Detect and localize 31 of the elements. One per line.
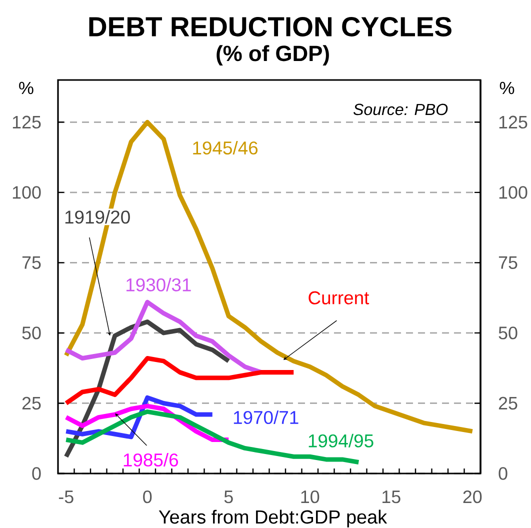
y2-tick-label: 50 — [498, 326, 518, 340]
y-tick-label: 50 — [22, 326, 41, 340]
annotation: Source: PBO — [353, 104, 448, 116]
y-tick-label: 25 — [22, 396, 41, 410]
series-label: 1970/71 — [234, 410, 298, 424]
text: Current — [308, 291, 370, 304]
text: 1919/20 — [65, 210, 130, 224]
y2-tick-label: 125 — [499, 116, 528, 128]
series-label: 1985/6 — [124, 452, 178, 467]
x-tick-label: 15 — [382, 490, 400, 504]
series-label: 1930/31 — [126, 278, 191, 292]
series-label: 1945/46 — [193, 140, 258, 155]
x-tick-label: 20 — [463, 490, 482, 504]
y-tick-label: 125 — [12, 116, 41, 129]
y-tick-label: 100 — [12, 186, 41, 199]
y2-tick-label: 0 — [498, 467, 508, 480]
chart-title: DEBT REDUCTION CYCLES — [89, 16, 452, 36]
x-tick-label: 5 — [224, 490, 233, 504]
x-tick-label: 10 — [301, 490, 320, 504]
y-tick-label: 0 — [32, 467, 41, 480]
y2-tick-label: 75 — [498, 256, 518, 269]
chart-subtitle: (% of GDP) — [216, 45, 329, 66]
y2-axis-title: % — [500, 82, 514, 94]
y2-tick-label: 25 — [498, 396, 518, 410]
series-label: 1994/95 — [308, 434, 374, 448]
x-tick-label: -5 — [58, 490, 74, 504]
x-tick-label: 0 — [143, 490, 152, 504]
y-axis-title: % — [19, 82, 34, 94]
y2-tick-label: 100 — [499, 186, 528, 199]
x-axis-title: Years from Debt:GDP peak — [158, 510, 388, 528]
y-tick-label: 75 — [22, 256, 41, 269]
